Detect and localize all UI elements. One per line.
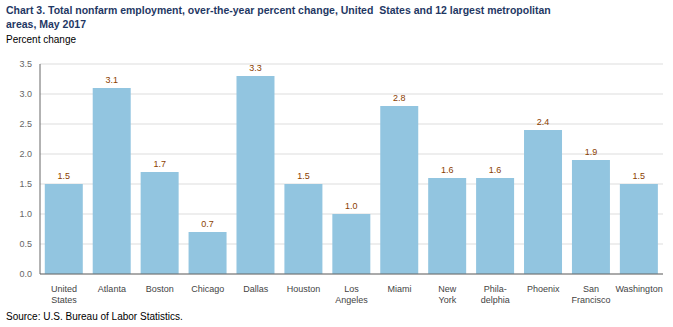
svg-text:1.5: 1.5: [633, 171, 646, 181]
svg-text:1.0: 1.0: [345, 201, 358, 211]
svg-text:1.5: 1.5: [19, 179, 32, 189]
svg-text:NewYork: NewYork: [438, 284, 457, 305]
html-text:areas, May 2017: areas, May 2017: [6, 18, 86, 30]
html-text:Chart 3. Total nonfarm employm: Chart 3. Total nonfarm employment, over-…: [6, 4, 551, 16]
svg-text:Atlanta: Atlanta: [98, 284, 126, 294]
svg-text:1.0: 1.0: [19, 209, 32, 219]
svg-text:Phoenix: Phoenix: [527, 284, 560, 294]
svg-text:Chicago: Chicago: [191, 284, 224, 294]
svg-text:0.5: 0.5: [19, 239, 32, 249]
svg-text:3.5: 3.5: [19, 59, 32, 69]
svg-text:2.8: 2.8: [393, 93, 406, 103]
svg-text:2.4: 2.4: [537, 117, 550, 127]
svg-text:Washington: Washington: [615, 284, 662, 294]
svg-text:1.7: 1.7: [153, 159, 166, 169]
svg-text:0.7: 0.7: [201, 219, 214, 229]
svg-text:0.0: 0.0: [19, 269, 32, 279]
svg-text:3.3: 3.3: [249, 63, 262, 73]
svg-text:1.5: 1.5: [58, 171, 71, 181]
svg-text:Dallas: Dallas: [243, 284, 269, 294]
svg-text:1.6: 1.6: [489, 165, 502, 175]
svg-text:2.0: 2.0: [19, 149, 32, 159]
svg-text:2.5: 2.5: [19, 119, 32, 129]
svg-text:3.1: 3.1: [105, 75, 118, 85]
svg-text:1.6: 1.6: [441, 165, 454, 175]
svg-text:Phila-delphia: Phila-delphia: [481, 284, 510, 305]
svg-text:Miami: Miami: [387, 284, 411, 294]
svg-text:1.5: 1.5: [297, 171, 310, 181]
svg-text:Boston: Boston: [146, 284, 174, 294]
svg-text:LosAngeles: LosAngeles: [335, 284, 368, 305]
svg-text:UnitedStates: UnitedStates: [51, 284, 77, 305]
svg-text:SanFrancisco: SanFrancisco: [572, 284, 611, 305]
svg-text:1.9: 1.9: [585, 147, 598, 157]
html-text:Percent change: Percent change: [6, 34, 77, 45]
svg-text:Houston: Houston: [287, 284, 321, 294]
html-text:Source: U.S. Bureau of Labor S: Source: U.S. Bureau of Labor Statistics.: [6, 311, 183, 322]
svg-text:3.0: 3.0: [19, 89, 32, 99]
